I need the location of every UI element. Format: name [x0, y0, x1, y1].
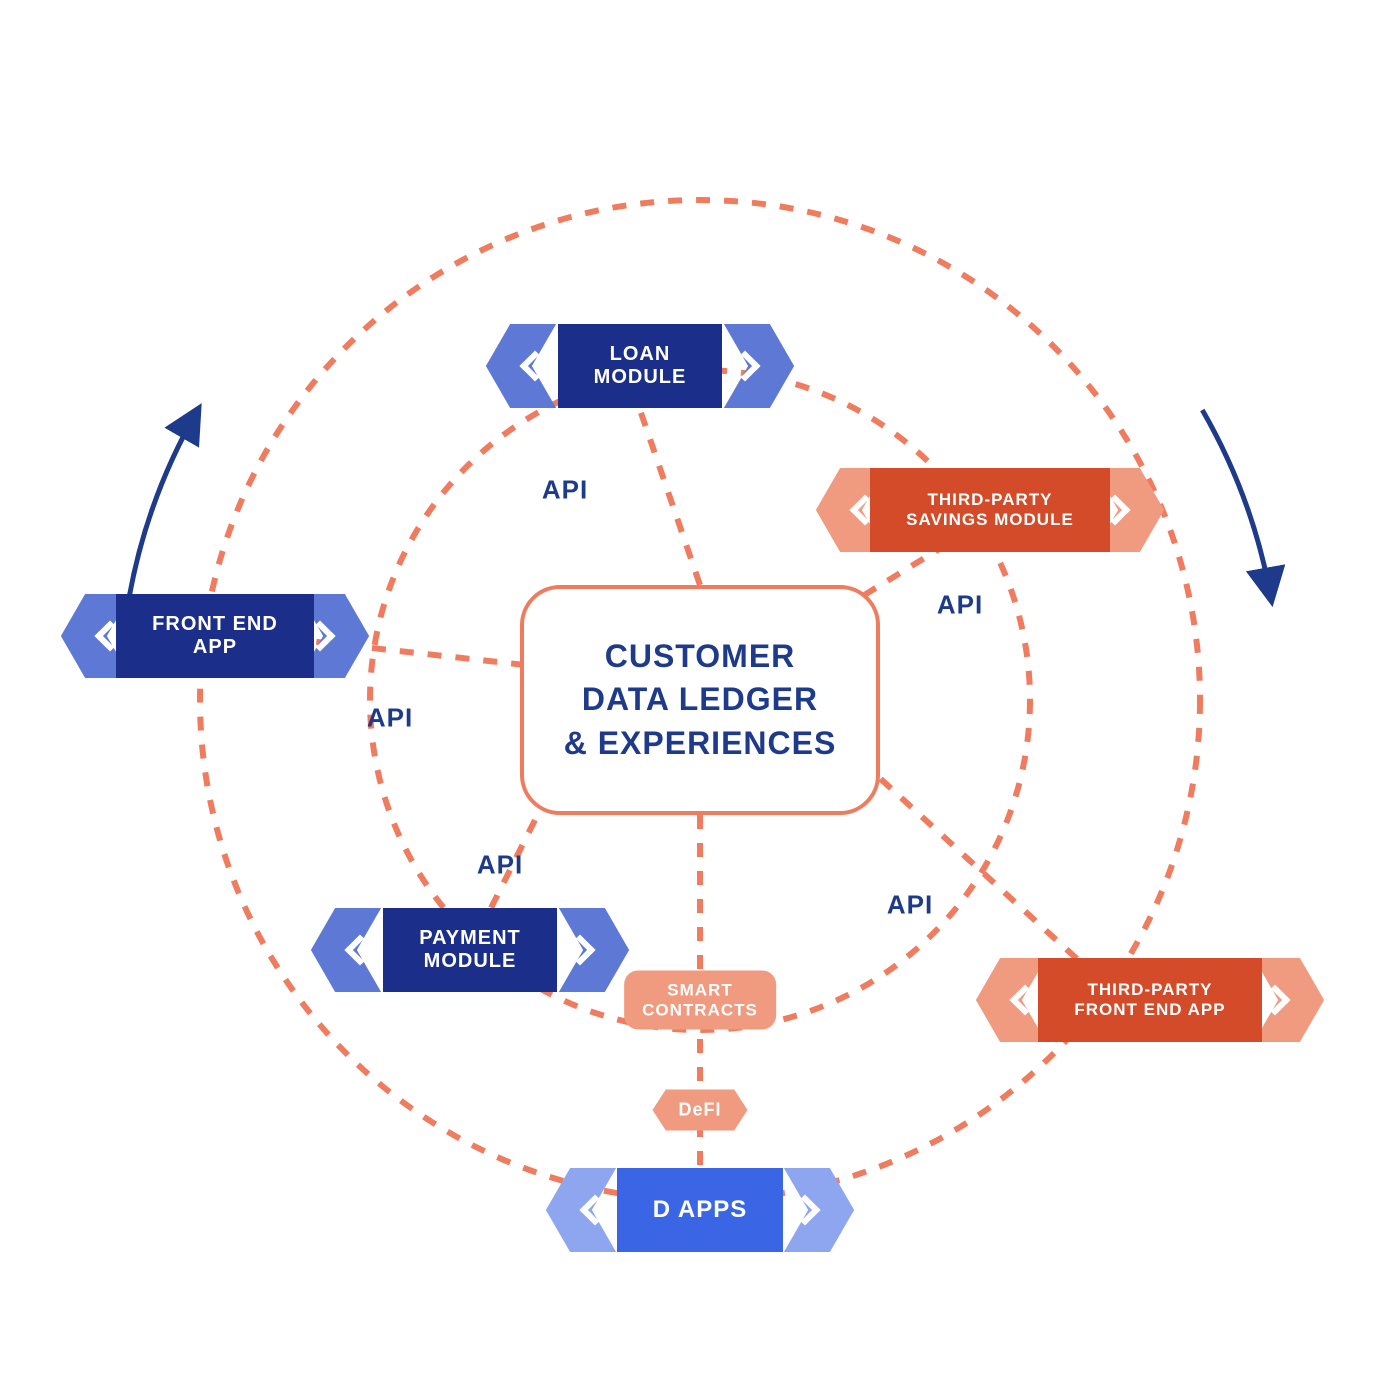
defi-badge: DeFI — [652, 1090, 747, 1131]
module-label-payment: PAYMENT MODULE — [383, 908, 556, 992]
module-label-front-end: FRONT END APP — [116, 594, 314, 678]
module-front-end: FRONT END APP — [95, 594, 335, 678]
arc-arrow-right — [1202, 410, 1271, 599]
center-node: CUSTOMER DATA LEDGER & EXPERIENCES — [520, 585, 880, 815]
defi-label: DeFI — [652, 1090, 747, 1131]
arc-arrow-left — [129, 410, 198, 599]
module-label-loan: LOAN MODULE — [558, 324, 723, 408]
module-tp-frontend: THIRD-PARTY FRONT END APP — [1010, 958, 1290, 1042]
module-payment: PAYMENT MODULE — [345, 908, 595, 992]
module-savings: THIRD-PARTY SAVINGS MODULE — [850, 468, 1130, 552]
module-label-savings: THIRD-PARTY SAVINGS MODULE — [870, 468, 1110, 552]
api-label: API — [542, 475, 588, 506]
api-label: API — [937, 590, 983, 621]
module-loan: LOAN MODULE — [520, 324, 760, 408]
api-label: API — [477, 850, 523, 881]
spoke — [640, 410, 700, 585]
module-dapps: D APPS — [580, 1168, 820, 1252]
api-label: API — [887, 890, 933, 921]
api-label: API — [367, 703, 413, 734]
smart-contracts-pill: SMART CONTRACTS — [624, 970, 776, 1029]
module-label-dapps: D APPS — [617, 1168, 783, 1252]
module-label-tp-frontend: THIRD-PARTY FRONT END APP — [1038, 958, 1261, 1042]
